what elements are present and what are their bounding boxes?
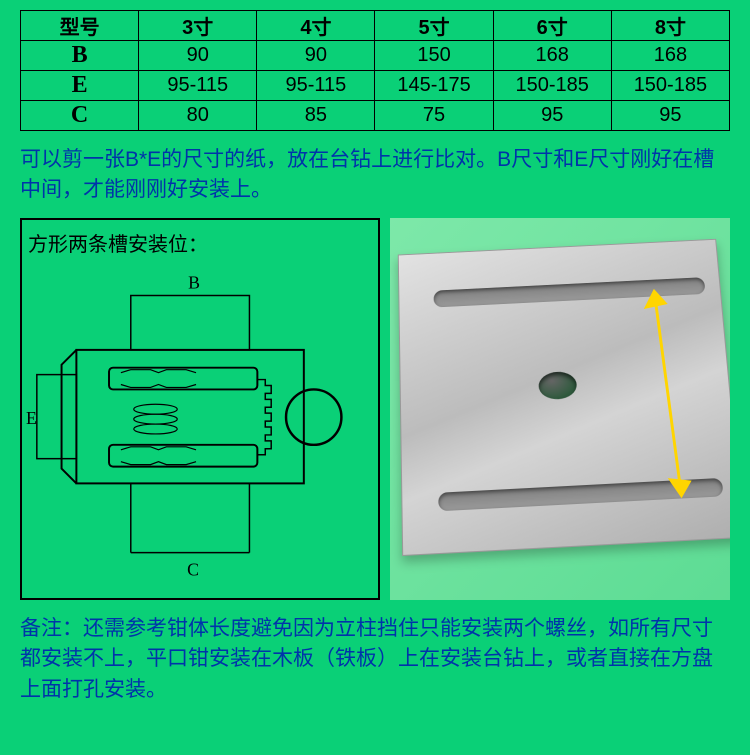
row-label: E <box>21 71 139 101</box>
col-header: 6寸 <box>493 11 611 41</box>
col-header: 5寸 <box>375 11 493 41</box>
instruction-text: 可以剪一张B*E的尺寸的纸，放在台钻上进行比对。B尺寸和E尺寸刚好在槽中间，才能… <box>20 145 730 206</box>
table-row: E 95-115 95-115 145-175 150-185 150-185 <box>21 71 730 101</box>
spec-table: 型号 3寸 4寸 5寸 6寸 8寸 B 90 90 150 168 168 E … <box>20 10 730 131</box>
table-row: B 90 90 150 168 168 <box>21 41 730 71</box>
cell: 80 <box>139 101 257 131</box>
cell: 95-115 <box>139 71 257 101</box>
row-label: B <box>21 41 139 71</box>
cell: 90 <box>257 41 375 71</box>
cell: 150-185 <box>493 71 611 101</box>
cell: 85 <box>257 101 375 131</box>
row-label: C <box>21 101 139 131</box>
label-c: C <box>187 559 199 579</box>
cell: 90 <box>139 41 257 71</box>
slot-bottom <box>438 478 723 511</box>
cell: 150-185 <box>611 71 729 101</box>
diagram-title: 方形两条槽安装位： <box>22 220 378 265</box>
label-e: E <box>26 408 37 428</box>
col-header: 型号 <box>21 11 139 41</box>
cell: 95 <box>493 101 611 131</box>
cell: 75 <box>375 101 493 131</box>
cell: 145-175 <box>375 71 493 101</box>
diagram-row: 方形两条槽安装位： <box>20 218 730 600</box>
col-header: 8寸 <box>611 11 729 41</box>
note-text: 备注：还需参考钳体长度避免因为立柱挡住只能安装两个螺丝，如所有尺寸都安装不上，平… <box>20 614 730 705</box>
col-header: 3寸 <box>139 11 257 41</box>
cell: 150 <box>375 41 493 71</box>
cell: 168 <box>611 41 729 71</box>
drill-plate <box>398 239 730 556</box>
cell: 95-115 <box>257 71 375 101</box>
cell: 168 <box>493 41 611 71</box>
cell: 95 <box>611 101 729 131</box>
slot-top <box>433 277 705 307</box>
table-header-row: 型号 3寸 4寸 5寸 6寸 8寸 <box>21 11 730 41</box>
photo-panel <box>390 218 730 600</box>
center-hole <box>539 371 578 400</box>
diagram-svg-box: B E C <box>22 260 378 598</box>
mount-diagram-icon: B E C <box>22 260 378 598</box>
label-b: B <box>188 272 200 292</box>
diagram-panel: 方形两条槽安装位： <box>20 218 380 600</box>
table-row: C 80 85 75 95 95 <box>21 101 730 131</box>
col-header: 4寸 <box>257 11 375 41</box>
